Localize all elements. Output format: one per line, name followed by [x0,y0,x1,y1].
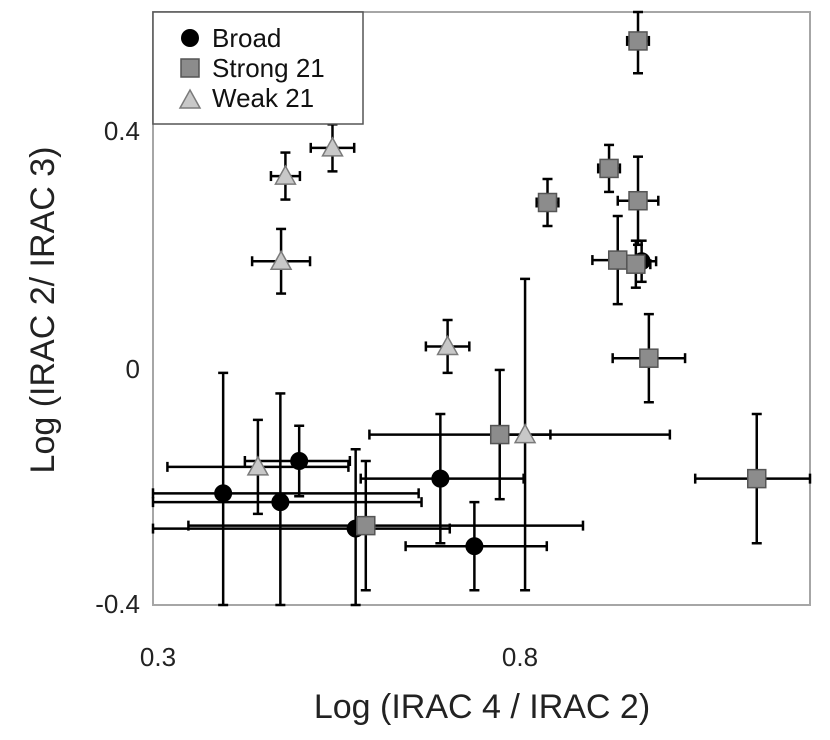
y-tick-label: 0 [126,354,140,384]
data-point-strong-21 [489,424,510,445]
data-point-weak-21 [321,136,344,157]
legend-item-weak-21: Weak 21 [178,83,314,113]
x-tick-label: 0.8 [502,642,538,672]
data-point-strong-21 [628,31,648,51]
y-axis-title: Log (IRAC 2/ IRAC 3) [24,147,62,474]
data-point-weak-21 [269,249,293,270]
legend-label: Weak 21 [212,83,314,113]
legend-label: Broad [212,23,281,53]
data-point-weak-21 [513,423,537,444]
data-point-broad [214,484,233,503]
legend-label: Strong 21 [212,53,325,83]
data-point-strong-21 [639,348,659,368]
data-point-strong-21 [599,158,619,179]
data-point-broad [431,469,450,488]
data-point-broad [465,537,484,556]
legend: Broad Strong 21 Weak 21 [152,11,364,125]
data-point-strong-21 [746,468,767,489]
y-tick-label: -0.4 [95,589,140,619]
square-marker-icon [180,58,200,78]
data-point-strong-21 [628,190,648,211]
data-point-broad [271,493,290,512]
data-point-strong-21 [607,250,628,270]
x-axis-title: Log (IRAC 4 / IRAC 2) [314,688,650,726]
triangle-marker-icon [178,88,202,109]
data-marks [151,10,812,607]
data-point-broad [290,452,309,470]
circle-marker-icon [181,29,199,47]
data-point-strong-21 [626,254,646,274]
data-point-weak-21 [274,164,297,185]
legend-item-strong-21: Strong 21 [180,53,325,83]
y-tick-label: 0.4 [104,116,140,146]
data-point-weak-21 [246,455,270,476]
data-point-strong-21 [356,515,376,536]
data-point-weak-21 [436,334,459,356]
x-tick-label: 0.3 [140,642,176,672]
data-point-strong-21 [537,192,558,213]
legend-item-broad: Broad [181,23,281,53]
